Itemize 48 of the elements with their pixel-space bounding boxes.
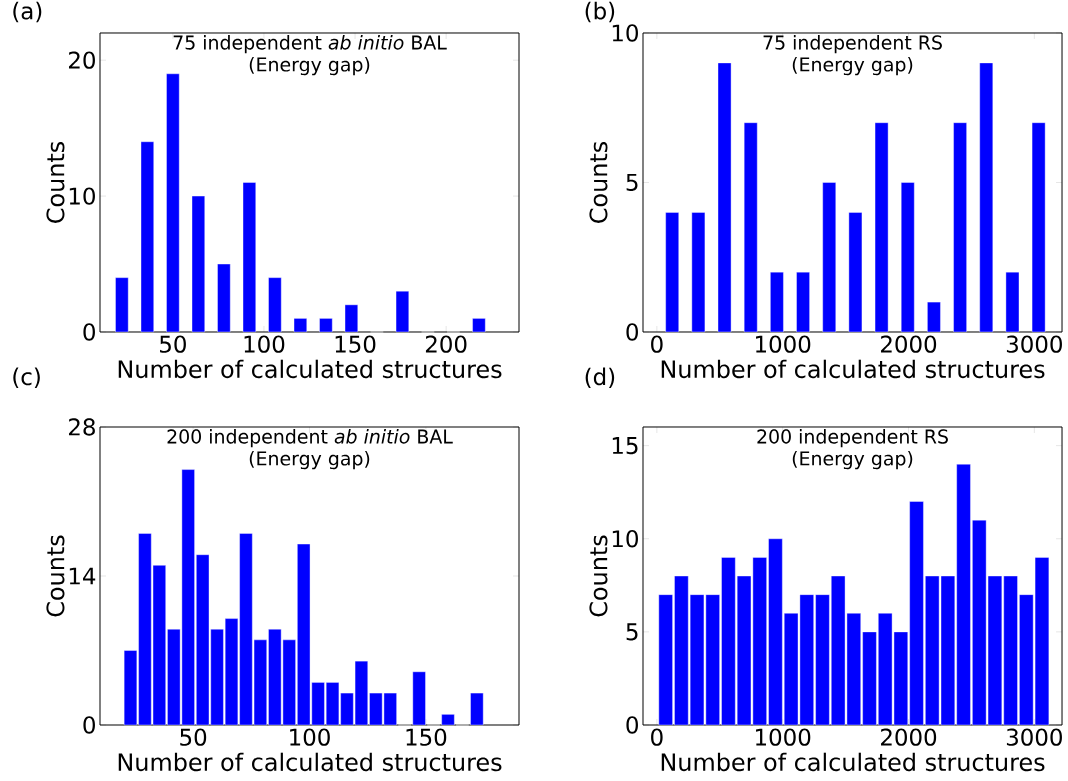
y-tick-label: 0 [626,716,638,734]
y-tick-label: 0 [626,323,638,341]
x-tick-label: 2000 [881,335,937,353]
chart-title: 75 independent RS [763,35,942,54]
y-tick-label: 14 [69,567,96,585]
x-tick-label: 0 [651,728,663,746]
y-axis-title: Counts [589,141,608,223]
y-tick-label: 10 [612,24,638,42]
text: (Energy gap) [792,450,913,470]
text: (a) [13,1,42,23]
x-tick-label: 1000 [756,728,811,746]
y-tick-label: 5 [626,623,638,641]
y-tick-label: 15 [612,437,638,455]
x-axis-title: Number of calculated structures [118,359,502,379]
x-tick-label: 3000 [1006,728,1062,746]
text: (Energy gap) [792,56,913,76]
text: (c) [13,367,40,389]
y-axis-title: Counts [46,141,65,223]
x-axis-title: Number of calculated structures [661,752,1045,772]
y-axis-title: Counts [589,535,608,617]
x-tick-label: 2000 [881,728,937,746]
y-tick-label: 10 [69,187,95,205]
chart-title: 200 independent ab initio BAL [167,429,453,448]
y-tick-label: 0 [83,323,95,341]
text: (b) [585,1,615,23]
text: (d) [585,367,615,389]
x-axis-title: Number of calculated structures [118,752,502,772]
x-tick-label: 50 [160,335,186,353]
x-tick-label: 100 [290,728,330,746]
y-tick-label: 5 [626,173,638,192]
text: (Energy gap) [249,56,370,76]
y-tick-label: 0 [83,716,95,734]
x-tick-label: 200 [425,335,467,353]
x-tick-label: 0 [651,335,663,353]
x-tick-label: 1000 [756,335,811,353]
x-tick-label: 3000 [1006,335,1062,353]
text: (Energy gap) [249,450,370,470]
x-axis-title: Number of calculated structures [661,359,1045,379]
y-tick-label: 10 [612,530,638,548]
x-tick-label: 150 [335,335,376,353]
x-tick-label: 100 [244,335,285,353]
y-tick-label: 20 [68,51,95,69]
chart-title: 200 independent RS [757,429,948,448]
x-tick-label: 150 [406,728,447,746]
y-axis-title: Counts [46,535,65,617]
y-tick-label: 28 [68,418,95,436]
x-tick-label: 50 [180,728,207,746]
chart-title: 75 independent ab initio BAL [173,35,447,54]
